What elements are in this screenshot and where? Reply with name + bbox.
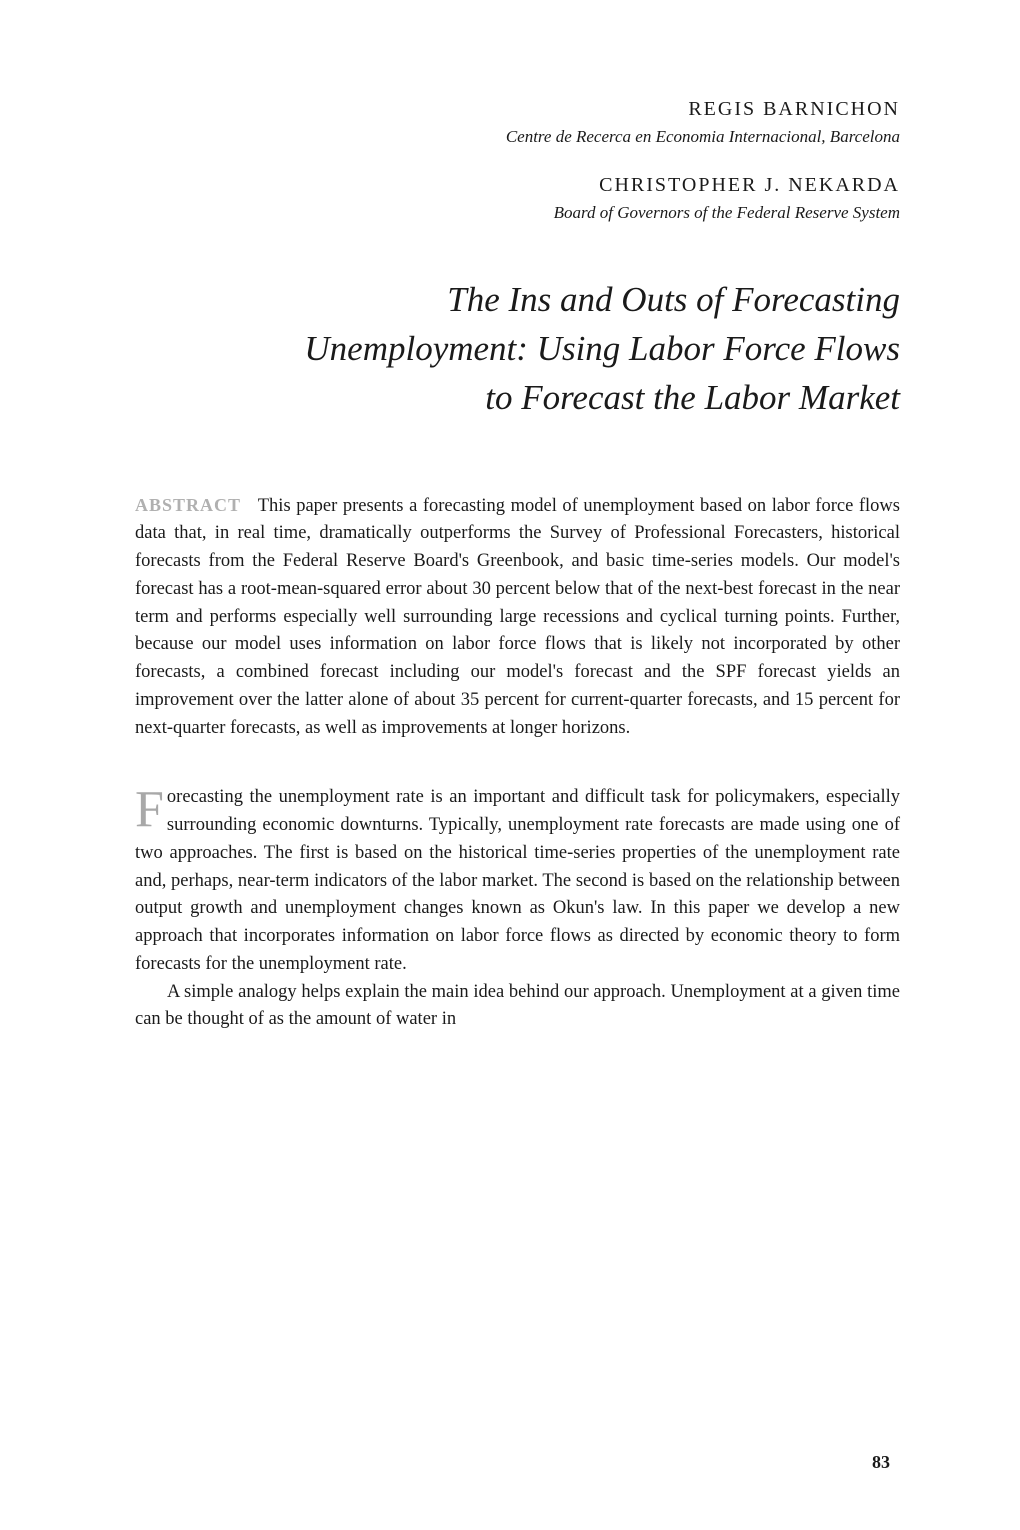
author-block: REGIS BARNICHON Centre de Recerca en Eco… <box>135 95 900 225</box>
paper-title: The Ins and Outs of Forecasting Unemploy… <box>135 275 900 422</box>
author-name-2: CHRISTOPHER J. NEKARDA <box>135 171 900 199</box>
abstract-block: ABSTRACT This paper presents a forecasti… <box>135 492 900 743</box>
abstract-text: This paper presents a forecasting model … <box>135 496 900 738</box>
title-line-2: Unemployment: Using Labor Force Flows <box>304 329 900 368</box>
body-paragraph-1-text: orecasting the unemployment rate is an i… <box>135 787 900 974</box>
title-line-1: The Ins and Outs of Forecasting <box>447 280 900 319</box>
author-affiliation-1: Centre de Recerca en Economia Internacio… <box>135 125 900 149</box>
title-line-3: to Forecast the Labor Market <box>485 378 900 417</box>
page-number: 83 <box>872 1450 890 1475</box>
dropcap-letter: F <box>135 784 167 832</box>
body-paragraph-1: Forecasting the unemployment rate is an … <box>135 784 900 978</box>
author-affiliation-2: Board of Governors of the Federal Reserv… <box>135 201 900 225</box>
body-paragraph-2: A simple analogy helps explain the main … <box>135 979 900 1035</box>
abstract-label: ABSTRACT <box>135 495 241 515</box>
author-name-1: REGIS BARNICHON <box>135 95 900 123</box>
